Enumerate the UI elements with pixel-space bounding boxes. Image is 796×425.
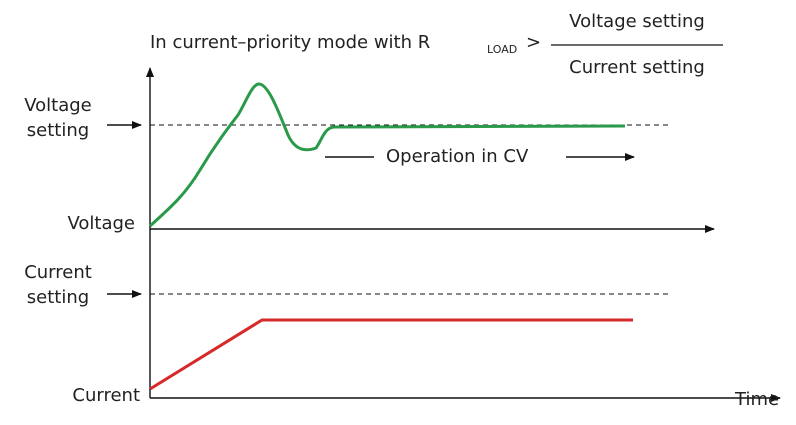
current-label: Current xyxy=(72,385,140,406)
operation-label: Operation in CV xyxy=(386,146,529,167)
voltage-label: Voltage xyxy=(67,213,135,234)
title-denominator: Current setting xyxy=(569,57,705,78)
title-subscript: LOAD xyxy=(487,43,517,56)
current-curve xyxy=(149,318,633,391)
voltage-setting-label: setting xyxy=(27,120,89,141)
voltage-setting-label: Voltage xyxy=(24,95,92,116)
title-operator: > xyxy=(526,32,541,53)
current-setting-label: setting xyxy=(27,287,89,308)
time-label: Time xyxy=(734,389,779,410)
current-setting-label: Current xyxy=(24,262,92,283)
voltage-curve xyxy=(148,82,626,228)
title-prefix: In current–priority mode with R xyxy=(150,32,430,53)
title-numerator: Voltage setting xyxy=(569,11,705,32)
